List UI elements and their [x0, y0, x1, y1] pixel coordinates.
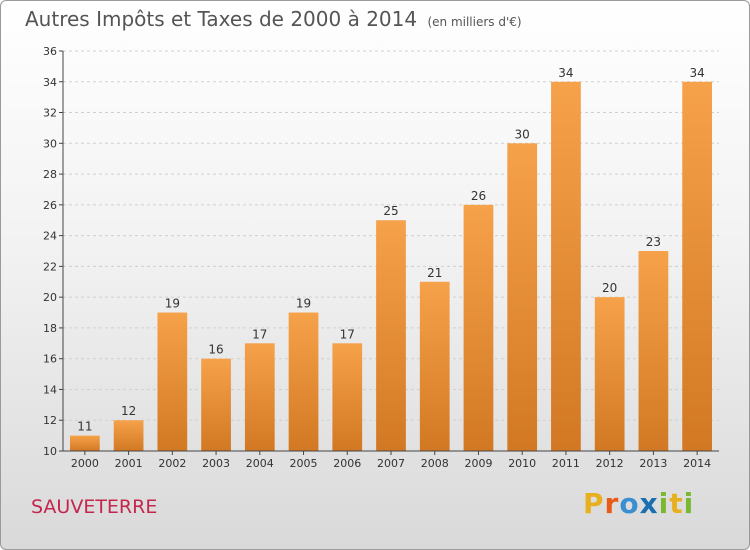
- bar-2013: [638, 251, 669, 451]
- bar-value-label: 25: [383, 204, 398, 218]
- title-text: Autres Impôts et Taxes de 2000 à 2014: [25, 7, 418, 31]
- x-tick-label: 2013: [639, 457, 667, 470]
- bar-2004: [244, 343, 275, 451]
- proxiti-logo: Proxiti: [583, 487, 694, 520]
- bar-2000: [69, 435, 100, 451]
- y-tick-label: 14: [43, 383, 57, 396]
- x-tick-label: 2011: [552, 457, 580, 470]
- bar-2014: [682, 81, 713, 452]
- y-tick-label: 28: [43, 168, 57, 181]
- bar-value-label: 26: [471, 189, 486, 203]
- x-tick-label: 2014: [683, 457, 711, 470]
- logo-letter: r: [604, 487, 620, 520]
- y-tick-label: 18: [43, 322, 57, 335]
- y-tick-label: 26: [43, 199, 57, 212]
- y-tick-label: 22: [43, 260, 57, 273]
- x-tick-label: 2005: [290, 457, 318, 470]
- bar-value-label: 34: [689, 66, 704, 80]
- bar-2011: [551, 81, 581, 452]
- bar-2003: [201, 358, 231, 451]
- bar-2008: [419, 281, 450, 451]
- x-tick-label: 2009: [464, 457, 492, 470]
- y-tick-label: 10: [43, 445, 57, 458]
- commune-name: SAUVETERRE: [31, 496, 158, 518]
- bar-2009: [463, 204, 494, 451]
- bar-value-label: 11: [77, 420, 92, 434]
- bar-value-label: 12: [121, 404, 136, 418]
- x-tick-label: 2007: [377, 457, 405, 470]
- logo-letter: t: [669, 487, 684, 520]
- bar-value-label: 23: [646, 235, 661, 249]
- x-tick-label: 2008: [421, 457, 449, 470]
- bar-value-label: 20: [602, 281, 617, 295]
- logo-letter: i: [658, 487, 670, 520]
- y-tick-label: 32: [43, 107, 57, 120]
- axes: 10 12 14 16 18 20 22 24 26 28 30 32 34 36 2000 2001 2002…: [43, 45, 719, 470]
- bar-value-label: 34: [558, 66, 573, 80]
- y-tick-label: 30: [43, 137, 57, 150]
- bar-2005: [288, 312, 319, 451]
- bar-2012: [594, 297, 625, 451]
- x-tick-label: 2002: [158, 457, 186, 470]
- bar-value-label: 17: [252, 327, 267, 341]
- y-tick-label: 16: [43, 353, 57, 366]
- x-tick-label: 2012: [596, 457, 624, 470]
- bar-value-label: 19: [165, 297, 180, 311]
- bar-value-label: 30: [515, 127, 530, 141]
- x-tick-label: 2000: [71, 457, 99, 470]
- bar-value-label: 19: [296, 297, 311, 311]
- y-tick-label: 20: [43, 291, 57, 304]
- bar-2002: [157, 312, 188, 451]
- y-tick-label: 12: [43, 414, 57, 427]
- bar-value-label: 16: [208, 343, 223, 357]
- logo-letter: P: [583, 487, 605, 520]
- bar-2006: [332, 343, 363, 451]
- logo-letter: i: [683, 487, 695, 520]
- y-tick-label: 34: [43, 76, 57, 89]
- y-tick-label: 24: [43, 230, 57, 243]
- x-tick-label: 2006: [333, 457, 361, 470]
- bar-2001: [113, 420, 144, 451]
- bar-2007: [376, 220, 406, 451]
- x-tick-label: 2003: [202, 457, 230, 470]
- y-tick-label: 36: [43, 45, 57, 58]
- chart-title: Autres Impôts et Taxes de 2000 à 2014 (e…: [25, 7, 522, 31]
- x-tick-label: 2004: [246, 457, 274, 470]
- logo-letter: o: [619, 487, 640, 520]
- x-tick-label: 2001: [115, 457, 143, 470]
- logo-letter: x: [639, 487, 659, 520]
- bars: 11 12 19 16 17 19 17 25 21 26 30 34 20 23 34: [69, 66, 713, 452]
- x-tick-label: 2010: [508, 457, 536, 470]
- bar-value-label: 21: [427, 266, 442, 280]
- title-unit: (en milliers d'€): [427, 15, 522, 29]
- bar-2010: [507, 143, 538, 452]
- bar-value-label: 17: [340, 327, 355, 341]
